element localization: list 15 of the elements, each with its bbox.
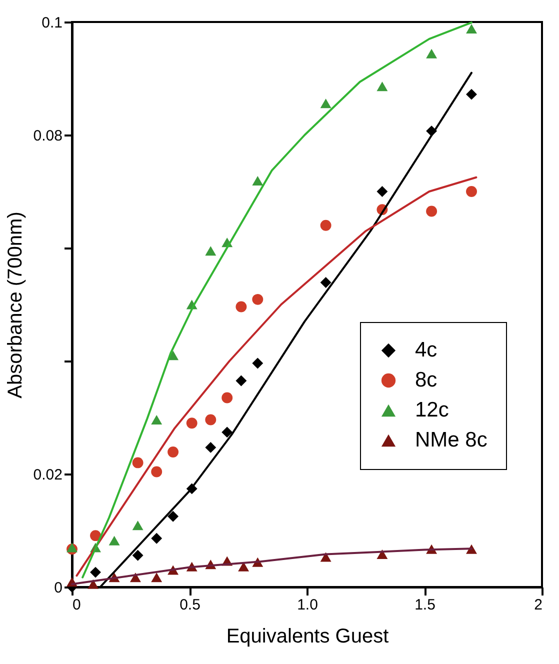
x-tick-label: 0.5 — [180, 596, 200, 614]
x-tick-label: 1.5 — [414, 596, 436, 614]
legend-label: 12c — [415, 398, 449, 422]
x-tick-label: 2 — [534, 596, 542, 614]
x-axis-title: Equivalents Guest — [226, 626, 390, 648]
x-tick-label: 0 — [72, 596, 81, 614]
y-tick-label: 0 — [54, 580, 62, 596]
y-tick-label: 0.08 — [33, 128, 62, 144]
y-axis-title: Absorbance (700nm) — [4, 212, 26, 398]
legend-label: 8c — [415, 368, 438, 392]
x-tick-label: 1.0 — [297, 596, 318, 614]
y-tick-label: 0.02 — [33, 466, 62, 484]
legend-label: 4c — [415, 338, 438, 362]
legend-label: NMe 8c — [415, 428, 488, 452]
y-tick-label: 0.1 — [42, 14, 62, 32]
